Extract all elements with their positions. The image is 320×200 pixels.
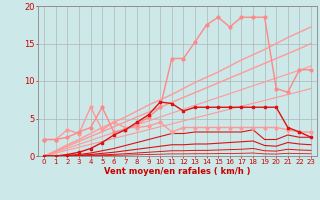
- X-axis label: Vent moyen/en rafales ( km/h ): Vent moyen/en rafales ( km/h ): [104, 167, 251, 176]
